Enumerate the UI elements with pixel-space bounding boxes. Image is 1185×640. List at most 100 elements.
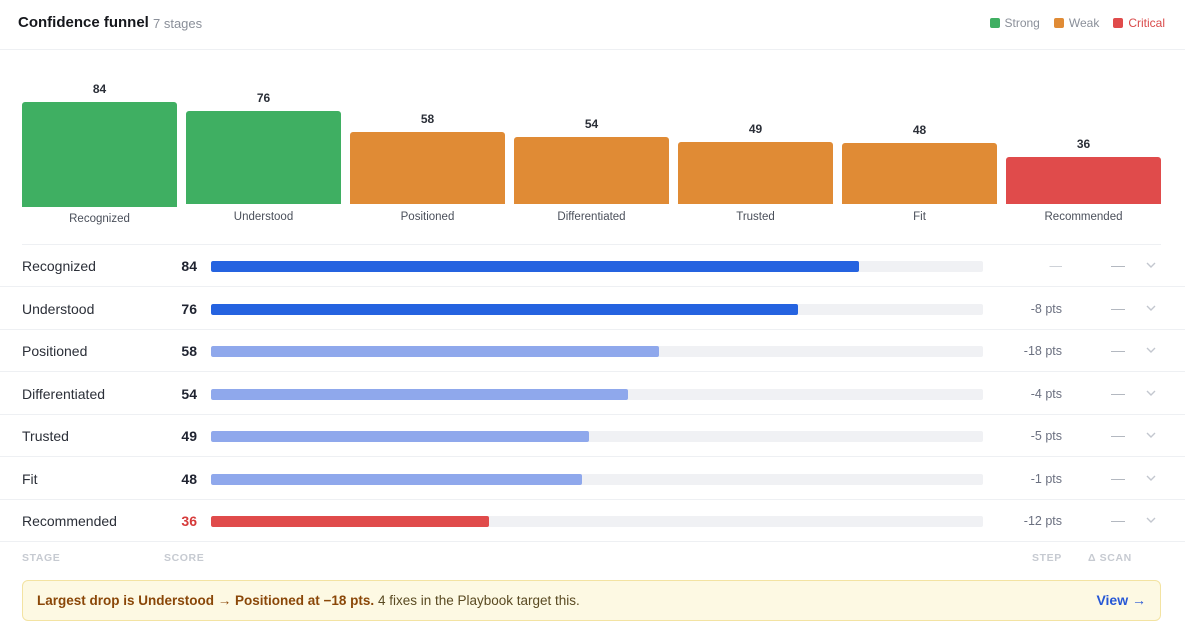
score-bar-track — [211, 474, 983, 485]
stage-score: 84 — [181, 258, 197, 274]
funnel-bar-label: Recognized — [69, 213, 130, 225]
funnel-bar-label: Differentiated — [557, 211, 626, 223]
table-row[interactable]: Trusted 49 -5 pts — — [0, 415, 1185, 457]
chevron-down-icon[interactable] — [1145, 515, 1157, 525]
legend-item-critical: Critical — [1113, 16, 1165, 30]
funnel-column: 84 Recognized — [22, 50, 177, 240]
funnel-bar-value: 49 — [748, 122, 763, 136]
chevron-down-icon[interactable] — [1145, 303, 1157, 313]
scan-delta: — — [1111, 257, 1125, 273]
funnel-bar-value: 48 — [912, 123, 927, 137]
score-bar-track — [211, 304, 983, 315]
legend-label-critical: Critical — [1128, 16, 1165, 30]
stage-score: 76 — [181, 301, 197, 317]
step-change: -5 pts — [1030, 429, 1062, 443]
funnel-bar-label: Positioned — [400, 211, 455, 223]
stage-score: 36 — [181, 513, 197, 529]
score-bar-fill — [211, 389, 628, 400]
column-header-stage: STAGE — [22, 552, 61, 564]
funnel-bar[interactable] — [678, 142, 833, 204]
callout-text: Largest drop is Understood → Positioned … — [37, 593, 580, 608]
score-bar-fill — [211, 346, 659, 357]
panel-header: Confidence funnel 7 stages Strong Weak C… — [0, 0, 1185, 50]
legend-swatch-critical — [1113, 18, 1124, 28]
legend-swatch-weak — [1053, 18, 1064, 28]
legend-label-weak: Weak — [1068, 16, 1100, 30]
stage-name: Differentiated — [22, 386, 106, 402]
funnel-bar-label: Recommended — [1044, 211, 1123, 223]
legend: Strong Weak Critical — [989, 16, 1165, 30]
chevron-down-icon[interactable] — [1145, 345, 1157, 355]
step-change: -18 pts — [1023, 344, 1062, 358]
divider — [22, 244, 1161, 245]
stage-name: Recommended — [22, 513, 117, 529]
table-row[interactable]: Positioned 58 -18 pts — — [0, 330, 1185, 372]
funnel-bar-value: 84 — [92, 82, 107, 96]
step-change: — — [1049, 259, 1063, 273]
step-change: -1 pts — [1030, 472, 1062, 486]
table-row[interactable]: Differentiated 54 -4 pts — — [0, 373, 1185, 415]
score-bar-track — [211, 516, 983, 527]
chevron-down-icon[interactable] — [1145, 388, 1157, 398]
score-bar-fill — [211, 261, 860, 272]
column-header-score: SCORE — [164, 552, 205, 564]
funnel-bar[interactable] — [514, 137, 669, 204]
legend-item-strong: Strong — [989, 16, 1040, 30]
column-header-delta: Δ SCAN — [1088, 552, 1132, 564]
score-bar-fill — [211, 474, 582, 485]
table-row[interactable]: Recommended 36 -12 pts — — [0, 500, 1185, 542]
step-change: -4 pts — [1030, 387, 1062, 401]
funnel-bar[interactable] — [1006, 157, 1161, 204]
callout-detail: 4 fixes in the Playbook target this. — [374, 593, 580, 608]
legend-label-strong: Strong — [1004, 16, 1040, 30]
table-row[interactable]: Fit 48 -1 pts — — [0, 458, 1185, 500]
score-bar-fill — [211, 516, 489, 527]
chevron-down-icon[interactable] — [1145, 430, 1157, 440]
score-bar-track — [211, 389, 983, 400]
funnel-bar-label: Understood — [233, 211, 294, 223]
view-playbook-link[interactable]: View → — [1096, 592, 1146, 608]
scan-delta: — — [1111, 342, 1125, 358]
score-bar-track — [211, 431, 983, 442]
funnel-bar-label: Fit — [913, 211, 926, 223]
funnel-bar-value: 58 — [420, 112, 435, 126]
funnel-bar[interactable] — [22, 102, 177, 207]
funnel-bar[interactable] — [186, 111, 341, 204]
funnel-bar-value: 36 — [1076, 137, 1091, 151]
chevron-down-icon[interactable] — [1145, 473, 1157, 483]
funnel-column: 58 Positioned — [350, 50, 505, 240]
funnel-column: 36 Recommended — [1006, 50, 1161, 240]
score-bar-track — [211, 346, 983, 357]
stage-count: 7 stages — [153, 16, 203, 31]
funnel-column: 54 Differentiated — [514, 50, 669, 240]
stage-name: Trusted — [22, 428, 69, 444]
score-bar-fill — [211, 431, 590, 442]
funnel-bar[interactable] — [350, 132, 505, 204]
funnel-bar-label: Trusted — [736, 211, 775, 223]
scan-delta: — — [1111, 512, 1125, 528]
funnel-chart: 84 Recognized 76 Understood 58 Positioned 54 Di… — [0, 50, 1185, 240]
score-bar-track — [211, 261, 983, 272]
step-change: -8 pts — [1030, 302, 1062, 316]
stage-name: Fit — [22, 471, 38, 487]
table-row[interactable]: Understood 76 -8 pts — — [0, 288, 1185, 330]
scan-delta: — — [1111, 427, 1125, 443]
score-bar-fill — [211, 304, 798, 315]
step-change: -12 pts — [1023, 514, 1062, 528]
funnel-bar-value: 76 — [256, 91, 271, 105]
funnel-bar-value: 54 — [584, 117, 599, 131]
stage-score: 58 — [181, 343, 197, 359]
callout-highlight: Largest drop is Understood → Positioned … — [37, 593, 375, 608]
chevron-down-icon[interactable] — [1145, 260, 1157, 270]
stage-score: 49 — [181, 428, 197, 444]
scan-delta: — — [1111, 385, 1125, 401]
funnel-column: 76 Understood — [186, 50, 341, 240]
table-row[interactable]: Recognized 84 — — — [0, 245, 1185, 287]
panel-title: Confidence funnel — [18, 14, 149, 31]
stage-name: Positioned — [22, 343, 88, 359]
funnel-column: 48 Fit — [842, 50, 997, 240]
funnel-column: 49 Trusted — [678, 50, 833, 240]
legend-swatch-strong — [989, 18, 1000, 28]
stage-name: Recognized — [22, 258, 96, 274]
funnel-bar[interactable] — [842, 143, 997, 204]
